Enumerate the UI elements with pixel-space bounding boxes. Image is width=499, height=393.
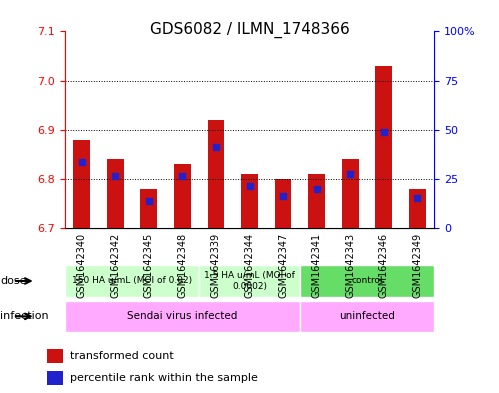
Bar (47, 371, 63, 385)
Text: control: control (351, 277, 383, 285)
FancyBboxPatch shape (300, 265, 434, 297)
Text: dose: dose (0, 276, 26, 286)
Bar (73, 140, 90, 228)
Text: GDS6082 / ILMN_1748366: GDS6082 / ILMN_1748366 (150, 22, 349, 38)
Bar (308, 174, 325, 228)
Text: infection: infection (0, 311, 48, 321)
Bar (47, 349, 63, 363)
Bar (174, 164, 191, 228)
Text: transformed count: transformed count (70, 351, 174, 361)
Bar (140, 189, 157, 228)
Bar (107, 159, 124, 228)
Text: uninfected: uninfected (339, 311, 395, 321)
FancyBboxPatch shape (65, 265, 199, 297)
Bar (342, 159, 359, 228)
Text: 150 HA u/mL (MOI of 0.02): 150 HA u/mL (MOI of 0.02) (72, 277, 192, 285)
FancyBboxPatch shape (199, 265, 300, 297)
FancyBboxPatch shape (300, 301, 434, 332)
Bar (208, 120, 225, 228)
Bar (241, 174, 258, 228)
FancyBboxPatch shape (65, 301, 300, 332)
Text: Sendai virus infected: Sendai virus infected (127, 311, 238, 321)
Bar (409, 189, 426, 228)
Text: 1.5 HA u/mL (MOI of
0.0002): 1.5 HA u/mL (MOI of 0.0002) (204, 271, 295, 291)
Bar (274, 179, 291, 228)
Text: percentile rank within the sample: percentile rank within the sample (70, 373, 258, 383)
Bar (375, 66, 392, 228)
